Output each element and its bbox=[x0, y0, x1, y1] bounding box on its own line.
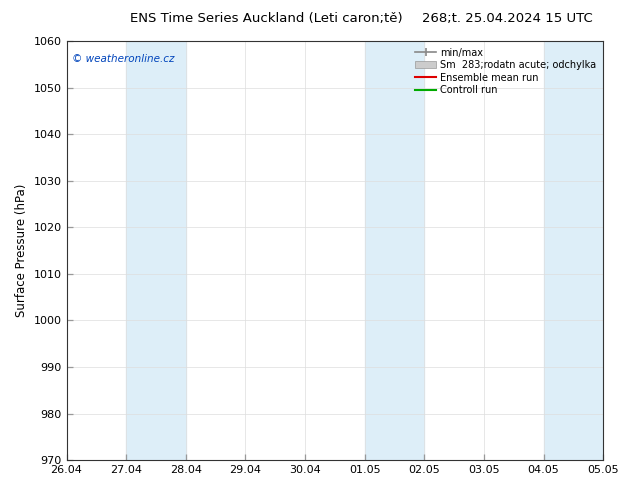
Bar bbox=[573, 41, 603, 460]
Bar bbox=[394, 41, 424, 460]
Bar bbox=[156, 41, 186, 460]
Y-axis label: Surface Pressure (hPa): Surface Pressure (hPa) bbox=[15, 184, 28, 318]
Bar bbox=[365, 41, 394, 460]
Bar bbox=[543, 41, 573, 460]
Text: © weatheronline.cz: © weatheronline.cz bbox=[72, 53, 174, 64]
Legend: min/max, Sm  283;rodatn acute; odchylka, Ensemble mean run, Controll run: min/max, Sm 283;rodatn acute; odchylka, … bbox=[413, 46, 598, 97]
Bar bbox=[126, 41, 156, 460]
Text: ENS Time Series Auckland (Leti caron;tě): ENS Time Series Auckland (Leti caron;tě) bbox=[130, 12, 403, 25]
Text: 268;t. 25.04.2024 15 UTC: 268;t. 25.04.2024 15 UTC bbox=[422, 12, 593, 25]
